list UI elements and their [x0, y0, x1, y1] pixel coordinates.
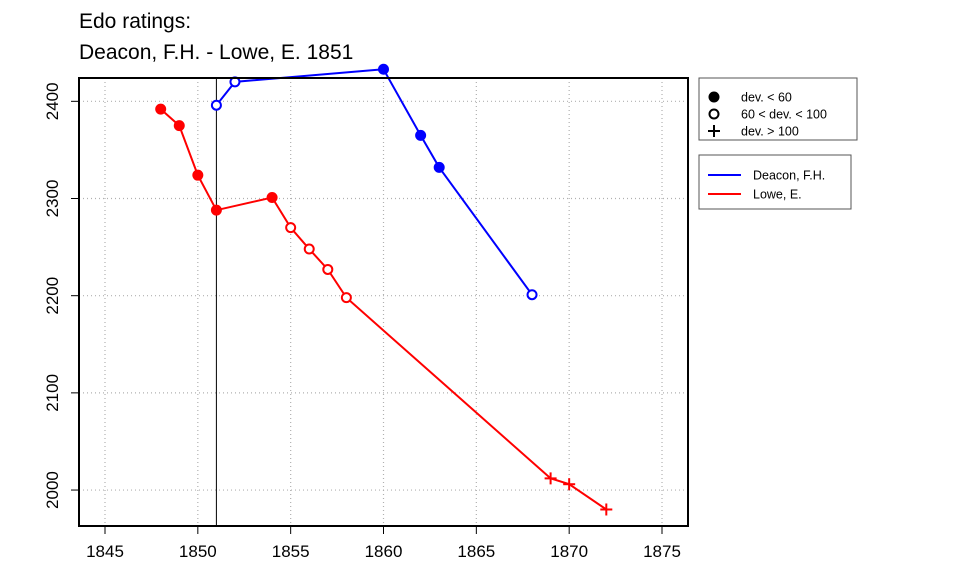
data-point: [600, 503, 613, 516]
series-line-deacon-f-h: [215, 68, 533, 296]
x-tick-label: 1865: [457, 542, 495, 561]
series-deacon-f-h: [210, 63, 538, 301]
y-tick-label: 2300: [43, 180, 62, 218]
data-point: [433, 161, 445, 173]
grid: [79, 78, 688, 526]
x-tick-label: 1870: [550, 542, 588, 561]
data-point: [340, 292, 352, 304]
data-point: [266, 192, 278, 204]
series-layer: [155, 63, 613, 516]
data-point: [285, 222, 297, 234]
data-point: [415, 129, 427, 141]
data-point: [378, 63, 389, 75]
data-point: [192, 169, 204, 181]
series-lowe-e: [155, 103, 613, 516]
data-point: [322, 263, 334, 275]
data-point: [526, 289, 538, 301]
y-tick-label: 2100: [43, 374, 62, 412]
x-tick-label: 1875: [643, 542, 681, 561]
series-legend: Deacon, F.H. Lowe, E.: [698, 154, 852, 210]
title-line-2: Deacon, F.H. - Lowe, E. 1851: [79, 41, 353, 64]
marker-legend-label: dev. > 100: [741, 125, 799, 139]
marker-legend-box: [698, 77, 858, 141]
y-tick-label: 2000: [43, 471, 62, 509]
x-tick-label: 1850: [179, 542, 217, 561]
legend-marker-plus: [708, 125, 720, 137]
title-line-1: Edo ratings:: [79, 10, 191, 33]
data-point: [210, 99, 222, 111]
x-tick-label: 1860: [365, 542, 403, 561]
x-axis: 1845 1850 1855 1860 1865 1870 1875: [86, 526, 681, 561]
series-line-lowe-e: [160, 108, 607, 511]
x-tick-label: 1855: [272, 542, 310, 561]
marker-legend-label: dev. < 60: [741, 91, 792, 105]
data-point: [544, 472, 557, 485]
data-point: [303, 243, 315, 255]
legend-marker-open: [708, 108, 720, 120]
series-legend-label: Deacon, F.H.: [753, 169, 825, 183]
y-axis: 2000 2100 2200 2300 2400: [43, 82, 79, 509]
legend-marker-filled: [708, 91, 720, 103]
data-point: [210, 204, 222, 216]
marker-legend-label: 60 < dev. < 100: [741, 108, 827, 122]
series-legend-box: [698, 154, 852, 210]
marker-legend: dev. < 60 60 < dev. < 100 dev. > 100: [698, 77, 858, 141]
y-tick-label: 2200: [43, 277, 62, 315]
chart-title: Edo ratings: Deacon, F.H. - Lowe, E. 185…: [79, 10, 353, 64]
data-point: [173, 120, 185, 132]
y-tick-label: 2400: [43, 82, 62, 120]
series-legend-label: Lowe, E.: [753, 188, 802, 202]
data-point: [155, 103, 167, 115]
data-point: [563, 478, 576, 491]
x-tick-label: 1845: [86, 542, 124, 561]
